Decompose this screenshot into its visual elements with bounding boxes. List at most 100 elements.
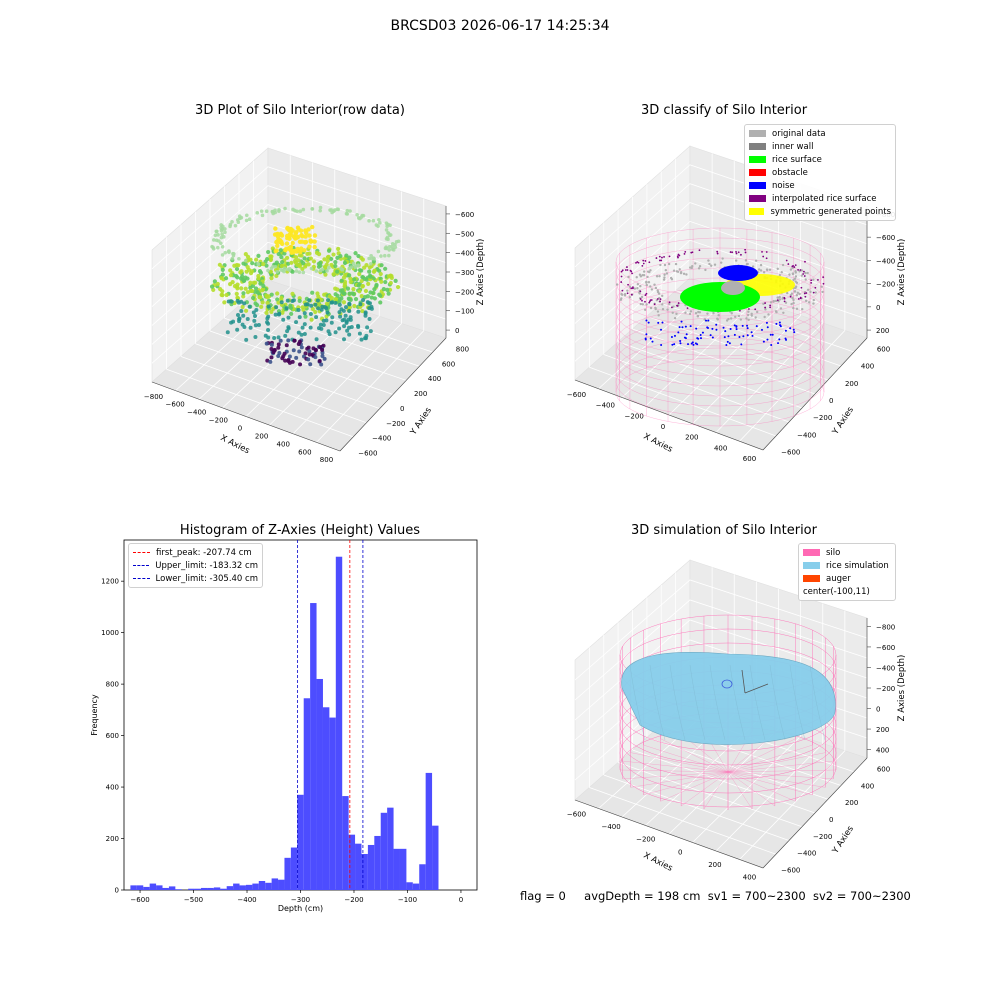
legend-label: auger bbox=[826, 573, 851, 584]
y-tick-label: 800 bbox=[106, 681, 119, 689]
noise-point bbox=[770, 343, 773, 346]
silo-floor-spoke bbox=[660, 771, 729, 802]
original-point bbox=[713, 263, 717, 266]
interpolated-point bbox=[805, 292, 808, 294]
interpolated-point bbox=[764, 302, 766, 304]
raw-point bbox=[255, 211, 260, 215]
raw-point bbox=[348, 279, 353, 285]
x-tick-label: −200 bbox=[625, 412, 644, 420]
histogram-bar bbox=[355, 843, 362, 890]
interpolated-point bbox=[822, 282, 825, 285]
raw-point bbox=[245, 276, 250, 281]
z-tick-label: 0 bbox=[876, 706, 880, 714]
raw-point bbox=[297, 298, 302, 303]
raw-point bbox=[273, 312, 278, 317]
original-point bbox=[750, 314, 753, 317]
noise-point bbox=[755, 325, 758, 328]
interpolated-point bbox=[663, 256, 665, 258]
silo-floor-spoke bbox=[727, 738, 796, 773]
x-axis-line bbox=[151, 381, 341, 452]
legend-line-swatch bbox=[133, 552, 150, 553]
interpolated-point bbox=[668, 255, 671, 258]
z-tick-label: −400 bbox=[876, 257, 895, 265]
raw-point bbox=[291, 298, 296, 303]
raw-point bbox=[337, 302, 342, 307]
raw-point bbox=[253, 280, 258, 285]
noise-point bbox=[707, 319, 710, 322]
raw-point bbox=[378, 221, 382, 225]
raw-point bbox=[326, 298, 331, 303]
sv1-text: sv1 = 700~2300 bbox=[707, 889, 806, 903]
raw-point bbox=[331, 272, 336, 277]
raw-point bbox=[223, 276, 229, 281]
raw-point bbox=[383, 246, 388, 251]
raw-point bbox=[290, 250, 296, 255]
raw-point bbox=[337, 310, 342, 315]
x-tick-label: 400 bbox=[714, 444, 727, 452]
raw-point bbox=[387, 253, 391, 258]
raw-point bbox=[220, 244, 225, 249]
raw-point bbox=[368, 290, 373, 295]
raw-point bbox=[241, 313, 246, 318]
interpolated-point bbox=[620, 275, 623, 278]
raw-point bbox=[372, 287, 377, 292]
histogram-bar bbox=[258, 880, 266, 890]
raw-point bbox=[355, 212, 359, 217]
raw-point bbox=[368, 261, 373, 266]
raw-point bbox=[284, 343, 289, 348]
raw-point bbox=[299, 232, 304, 238]
raw-point bbox=[302, 248, 307, 253]
raw-point bbox=[367, 219, 371, 223]
raw-point bbox=[325, 310, 330, 315]
raw-point bbox=[242, 301, 247, 306]
raw-point bbox=[303, 302, 308, 307]
raw-point bbox=[277, 351, 282, 356]
raw-point bbox=[303, 234, 308, 239]
x-tick-label: 0 bbox=[459, 896, 463, 904]
raw-point bbox=[344, 320, 349, 325]
raw-point bbox=[221, 224, 225, 229]
original-point bbox=[663, 276, 666, 279]
silo-floor-spoke bbox=[619, 769, 729, 773]
auger-shaft bbox=[741, 669, 746, 694]
raw-point bbox=[316, 326, 321, 331]
original-point bbox=[665, 272, 669, 275]
figure-title: BRCSD03 2026-06-17 14:25:34 bbox=[390, 18, 610, 34]
raw-point bbox=[228, 268, 233, 273]
interpolated-point bbox=[747, 308, 750, 310]
raw-point bbox=[320, 347, 325, 352]
original-point bbox=[782, 311, 785, 314]
z-tick-label: −400 bbox=[455, 250, 474, 258]
raw-point bbox=[343, 313, 348, 318]
raw-point bbox=[289, 260, 294, 265]
histogram-bar bbox=[348, 834, 356, 890]
original-point bbox=[675, 312, 678, 316]
y-axis-line bbox=[339, 337, 447, 452]
original-point bbox=[641, 303, 645, 306]
raw-point bbox=[369, 295, 374, 300]
raw-point bbox=[261, 262, 266, 267]
noise-point bbox=[746, 327, 749, 330]
original-point bbox=[821, 290, 824, 294]
rice-simulation-surface bbox=[621, 651, 836, 745]
gridline bbox=[574, 579, 868, 681]
raw-point bbox=[279, 300, 284, 305]
raw-point bbox=[277, 239, 282, 245]
original-point bbox=[780, 270, 783, 274]
raw-point bbox=[257, 295, 262, 300]
original-point bbox=[725, 319, 729, 322]
raw-point bbox=[369, 306, 374, 311]
raw-point bbox=[235, 286, 240, 291]
raw-point bbox=[313, 309, 318, 315]
interpolated-point bbox=[765, 251, 768, 253]
raw-point bbox=[371, 218, 376, 223]
raw-point bbox=[261, 283, 266, 289]
raw-point bbox=[387, 248, 392, 252]
raw-point bbox=[360, 308, 365, 314]
raw-point bbox=[341, 275, 347, 280]
raw-point bbox=[237, 256, 241, 261]
raw-point bbox=[317, 359, 322, 364]
raw-point bbox=[220, 232, 224, 237]
histogram-bar bbox=[252, 883, 259, 890]
original-point bbox=[766, 268, 769, 272]
